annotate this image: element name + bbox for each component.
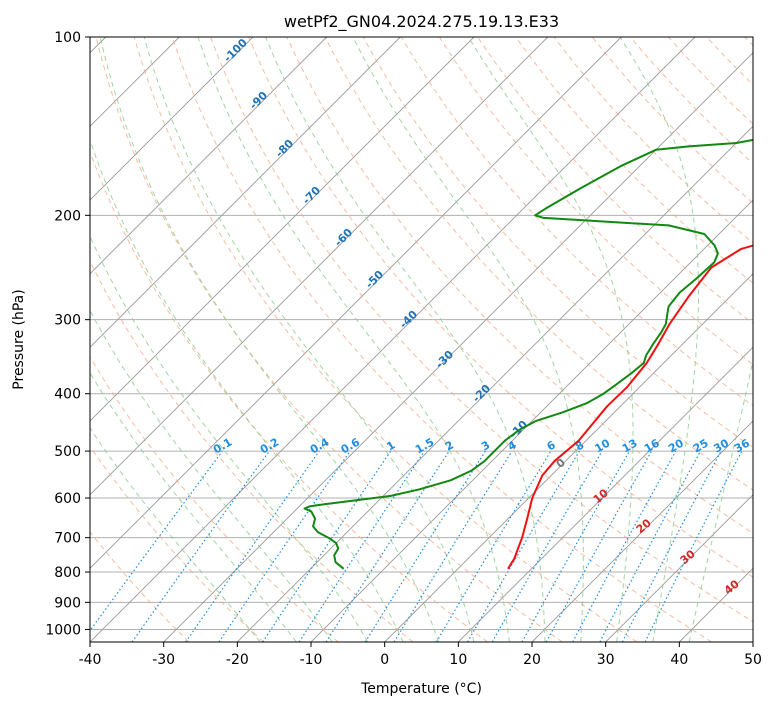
y-axis-ticks: 100 200 300 400 500 600 700 800 900 1000 (45, 30, 90, 638)
moist-adiabat-line (619, 37, 699, 642)
isotherm-line (163, 52, 753, 642)
y-tick-label: 1000 (45, 622, 81, 638)
y-axis-label: Pressure (hPa) (11, 289, 27, 389)
dry-adiabat-line (400, 37, 753, 407)
isotherm-line (605, 494, 753, 642)
y-tick-label: 500 (54, 444, 81, 460)
isotherm-line (90, 37, 549, 496)
x-tick-label: 30 (597, 652, 615, 668)
x-tick-label: 50 (744, 652, 762, 668)
isotherm-line (90, 37, 622, 569)
x-tick-label: 20 (523, 652, 541, 668)
dry-adiabat-line (133, 37, 638, 642)
x-tick-label: 10 (449, 652, 467, 668)
isotherm-line (90, 37, 401, 348)
dry-adiabat-line (95, 37, 563, 642)
moist-adiabat-line (265, 37, 546, 642)
x-tick-label: 0 (380, 652, 389, 668)
x-tick-label: -30 (152, 652, 175, 668)
chart-title: wetPf2_GN04.2024.275.19.13.E33 (284, 12, 559, 32)
dry-adiabat-line (248, 37, 753, 578)
moist-adiabat-line (90, 427, 261, 642)
dewpoint-profile-line (303, 138, 753, 570)
y-tick-label: 300 (54, 313, 81, 329)
profile-series (303, 138, 753, 570)
dry-adiabat-line (210, 37, 753, 623)
y-tick-label: 900 (54, 595, 81, 611)
isotherm-line (90, 37, 475, 422)
background-reference-lines (90, 37, 753, 642)
y-tick-label: 800 (54, 565, 81, 581)
mixing-ratio-line (435, 450, 552, 642)
y-tick-label: 100 (54, 30, 81, 46)
mixing-ratio-line (185, 450, 320, 642)
mixing-ratio-line (218, 450, 351, 642)
y-tick-label: 600 (54, 491, 81, 507)
y-tick-label: 400 (54, 387, 81, 403)
moist-adiabat-line (90, 138, 404, 642)
x-axis-ticks: -40 -30 -20 -10 0 10 20 30 40 50 (79, 642, 762, 668)
dry-adiabat-line (90, 445, 264, 642)
x-tick-label: -10 (300, 652, 323, 668)
dry-adiabat-line (438, 37, 753, 366)
plot-background (90, 37, 753, 642)
dry-adiabat-line (90, 356, 339, 642)
y-tick-label: 700 (54, 531, 81, 547)
mixing-ratio-line (131, 450, 270, 642)
isotherm-line (384, 273, 753, 642)
mixing-ratio-line (262, 450, 392, 642)
moist-adiabat-line (90, 234, 369, 642)
isotherm-line (457, 346, 753, 642)
isotherm-line (90, 37, 328, 275)
mixing-ratio-line (644, 450, 743, 642)
x-tick-label: 40 (670, 652, 688, 668)
moist-adiabat-line (99, 37, 439, 642)
y-tick-label: 200 (54, 208, 81, 224)
plot-frame (89, 36, 754, 643)
isotherm-line (236, 125, 753, 642)
mixing-ratio-line (545, 450, 653, 642)
isotherm-line (90, 37, 696, 642)
mixing-ratio-line (393, 450, 513, 642)
x-axis-label: Temperature (°C) (360, 681, 482, 697)
mixing-ratio-line (466, 450, 580, 642)
dry-adiabat-line (286, 37, 753, 534)
x-tick-label: -20 (226, 652, 249, 668)
temperature-profile-line (507, 244, 753, 570)
moist-adiabat-line (90, 371, 297, 642)
isotherm-line (531, 420, 753, 642)
moist-adiabat-line (143, 37, 475, 642)
mixing-ratio-line (491, 450, 603, 642)
mixing-ratio-line (521, 450, 631, 642)
isotherm-line (90, 37, 254, 201)
dry-adiabat-line (90, 531, 190, 642)
x-tick-label: -40 (79, 652, 102, 668)
isotherm-line (752, 641, 753, 642)
dry-adiabat-line (90, 259, 414, 642)
dry-adiabat-line (171, 37, 712, 642)
moist-adiabat-line (352, 37, 584, 642)
dry-adiabat-line (90, 150, 488, 642)
dry-adiabat-line (515, 37, 753, 284)
